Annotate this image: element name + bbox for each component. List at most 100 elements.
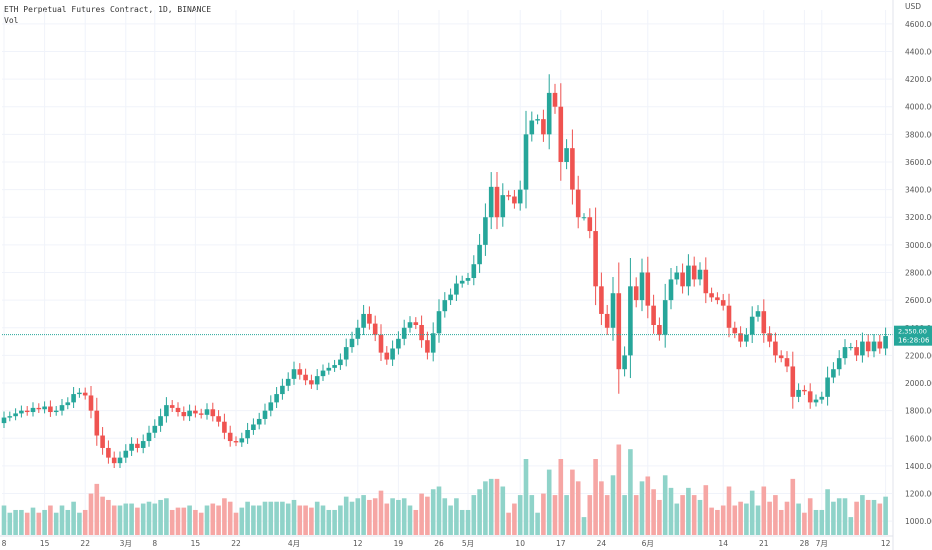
volume-bar bbox=[755, 505, 761, 535]
volume-bar bbox=[239, 507, 245, 535]
candle bbox=[691, 256, 697, 287]
candle bbox=[773, 332, 778, 363]
volume-bar bbox=[355, 498, 361, 535]
candle bbox=[274, 387, 279, 409]
volume-bar bbox=[506, 512, 511, 535]
volume-bar bbox=[599, 481, 604, 535]
candle-body bbox=[42, 406, 47, 410]
candle-body bbox=[459, 280, 465, 284]
candle bbox=[425, 331, 430, 360]
volume-bar bbox=[744, 503, 749, 535]
candle-body bbox=[749, 316, 755, 335]
candle-body bbox=[436, 311, 442, 334]
candle-body bbox=[239, 438, 245, 443]
candle bbox=[500, 183, 506, 227]
candle bbox=[135, 438, 140, 453]
volume-bar bbox=[570, 469, 575, 535]
candle bbox=[662, 283, 668, 348]
candle bbox=[761, 299, 767, 343]
volume-bar bbox=[593, 459, 598, 535]
volume-bar bbox=[210, 503, 216, 535]
candle-body bbox=[836, 358, 842, 370]
candle bbox=[309, 374, 314, 389]
candle bbox=[471, 255, 477, 286]
time-tick-label: 5月 bbox=[462, 539, 474, 548]
candle bbox=[193, 405, 198, 418]
candle-body bbox=[204, 409, 210, 415]
candle bbox=[88, 385, 94, 419]
time-tick-label: 24 bbox=[597, 539, 607, 548]
volume-bar bbox=[541, 493, 546, 535]
candle-body bbox=[111, 457, 117, 464]
volume-bar bbox=[639, 481, 645, 535]
candle-body bbox=[442, 300, 448, 312]
candle-body bbox=[233, 441, 239, 443]
volume-bar bbox=[129, 503, 134, 535]
candle-body bbox=[483, 217, 488, 245]
candle-body bbox=[19, 410, 24, 414]
candle bbox=[512, 189, 517, 209]
candle-body bbox=[564, 148, 569, 162]
volume-bar bbox=[436, 486, 442, 535]
candle bbox=[448, 288, 453, 305]
candle-body bbox=[860, 341, 865, 356]
candle-body bbox=[140, 441, 146, 448]
candle-body bbox=[152, 425, 158, 433]
volume-bar bbox=[216, 505, 221, 535]
candle bbox=[198, 408, 204, 419]
time-axis[interactable]: 8 15 22 3月 8 15 22 4月 12 19 26 5月 10 17 24 6月 14 21 28 7月 12 bbox=[0, 535, 893, 548]
candle bbox=[703, 257, 709, 304]
candle bbox=[825, 366, 830, 406]
candle bbox=[488, 172, 494, 230]
candle-body bbox=[343, 347, 349, 360]
volume-bar bbox=[831, 501, 836, 535]
price-axis[interactable]: USD 1000.00 1200.00 1400.00 1600.00 1800.00 20… bbox=[892, 0, 932, 550]
volume-bar bbox=[262, 501, 268, 535]
candle-body bbox=[413, 322, 419, 325]
volume-bar bbox=[767, 501, 772, 535]
candle-body bbox=[819, 396, 825, 400]
time-tick-label: 15 bbox=[191, 539, 201, 548]
candle-body bbox=[593, 231, 598, 287]
volume-bar bbox=[123, 503, 129, 535]
volume-bar bbox=[285, 503, 291, 535]
candle bbox=[628, 257, 633, 379]
volume-bar bbox=[291, 499, 297, 535]
candle-body bbox=[216, 416, 221, 422]
candle bbox=[459, 275, 465, 288]
candle-body bbox=[77, 392, 82, 395]
candle-body bbox=[187, 410, 192, 417]
candle bbox=[181, 406, 187, 421]
volume-bar bbox=[674, 503, 680, 535]
candle bbox=[523, 110, 529, 209]
volume-bar bbox=[140, 503, 146, 535]
volume-bar bbox=[477, 489, 482, 535]
candle-body bbox=[332, 365, 337, 368]
volume-bar bbox=[181, 507, 187, 535]
candle bbox=[187, 404, 192, 422]
volume-bar bbox=[19, 509, 24, 535]
candle bbox=[332, 359, 337, 372]
candle bbox=[796, 383, 801, 403]
candle-body bbox=[338, 359, 343, 366]
volume-bar bbox=[628, 449, 633, 535]
candle bbox=[697, 262, 703, 286]
candle bbox=[674, 265, 680, 285]
time-tick-label: 22 bbox=[80, 539, 90, 548]
last-price-badge-bg bbox=[894, 325, 932, 346]
candle-body bbox=[639, 272, 645, 301]
volume-bar bbox=[349, 501, 355, 535]
volume-bar bbox=[813, 509, 819, 535]
candle-body bbox=[314, 376, 320, 385]
candle-body bbox=[349, 338, 355, 348]
candle-body bbox=[755, 311, 761, 317]
candles bbox=[1, 74, 888, 469]
candle bbox=[77, 388, 82, 398]
candle-body bbox=[94, 410, 100, 436]
candle-body bbox=[320, 370, 326, 377]
candle-body bbox=[384, 352, 390, 360]
candle bbox=[755, 305, 761, 322]
candle bbox=[42, 401, 47, 414]
candle-body bbox=[628, 286, 633, 356]
